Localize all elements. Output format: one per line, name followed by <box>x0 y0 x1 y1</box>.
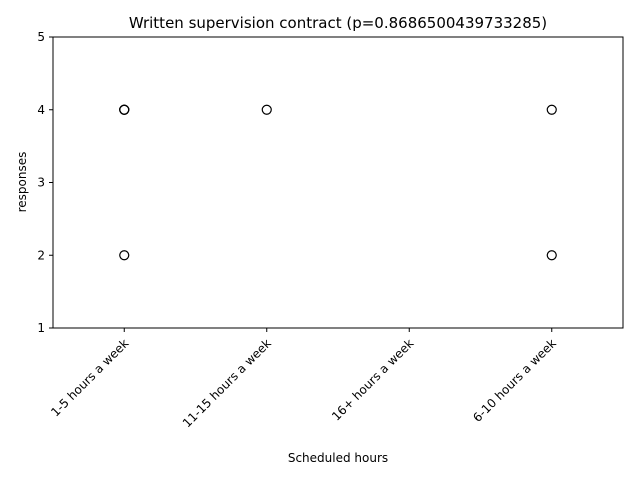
outlier-point <box>546 104 557 115</box>
y-tick-label: 4 <box>37 103 45 117</box>
y-axis-label: responses <box>15 152 29 213</box>
x-axis-label: Scheduled hours <box>288 451 388 465</box>
outlier-points <box>119 104 557 261</box>
y-tick-label: 3 <box>37 176 45 190</box>
plot-area <box>52 36 624 329</box>
x-tick-label: 11-15 hours a week <box>180 336 274 430</box>
outlier-point <box>119 250 130 261</box>
x-tick-label: 16+ hours a week <box>329 336 416 423</box>
y-tick-label: 1 <box>37 321 45 335</box>
y-tick-label: 2 <box>37 248 45 262</box>
outlier-point <box>261 104 272 115</box>
x-tick-label: 6-10 hours a week <box>470 336 559 425</box>
y-axis-ticks: 1 2 3 4 5 <box>37 30 53 335</box>
chart-title: Written supervision contract (p=0.868650… <box>129 14 547 32</box>
outlier-point <box>119 104 130 115</box>
outlier-point <box>546 250 557 261</box>
x-axis-ticks: 1-5 hours a week 11-15 hours a week 16+ ho… <box>48 328 559 430</box>
x-tick-label: 1-5 hours a week <box>48 336 131 419</box>
y-tick-label: 5 <box>37 30 45 44</box>
